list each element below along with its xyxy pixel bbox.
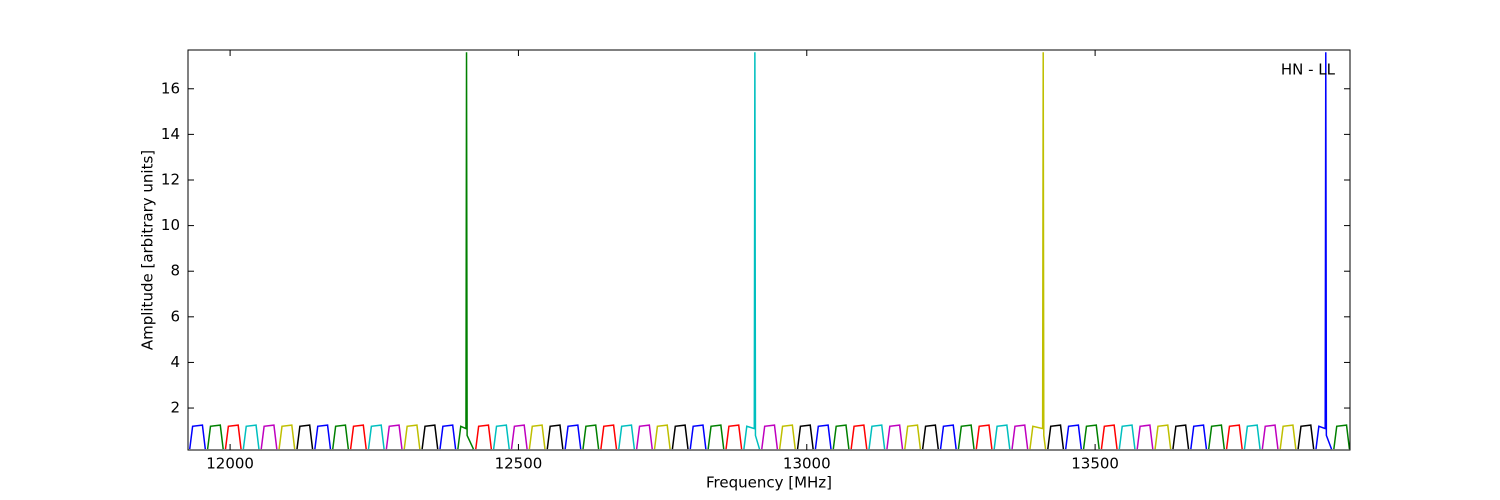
series-line — [206, 52, 1350, 450]
series-line — [224, 424, 1243, 450]
x-axis-label: Frequency [MHz] — [706, 474, 832, 492]
annotation: HN - LL — [1281, 61, 1336, 79]
axes-frame — [187, 49, 1351, 451]
series-line — [242, 52, 1261, 450]
y-tick-label: 8 — [170, 262, 180, 280]
x-tick-label: 13500 — [1071, 455, 1119, 473]
series-line — [260, 424, 1279, 450]
y-tick-label: 12 — [161, 170, 180, 188]
plot-area — [188, 52, 1350, 450]
x-tick-label: 13000 — [783, 455, 831, 473]
y-tick-label: 6 — [170, 307, 180, 325]
series-line — [278, 52, 1297, 450]
y-tick-label: 14 — [161, 125, 180, 143]
x-tick-label: 12000 — [206, 455, 254, 473]
y-tick-label: 4 — [170, 353, 180, 371]
x-tick-label: 12500 — [495, 455, 543, 473]
series-line — [188, 52, 1333, 450]
y-tick-label: 2 — [170, 399, 180, 417]
y-tick-label: 10 — [161, 216, 180, 234]
series-line — [296, 424, 1315, 450]
y-tick-label: 16 — [161, 79, 180, 97]
y-axis-label: Amplitude [arbitrary units] — [139, 150, 157, 350]
